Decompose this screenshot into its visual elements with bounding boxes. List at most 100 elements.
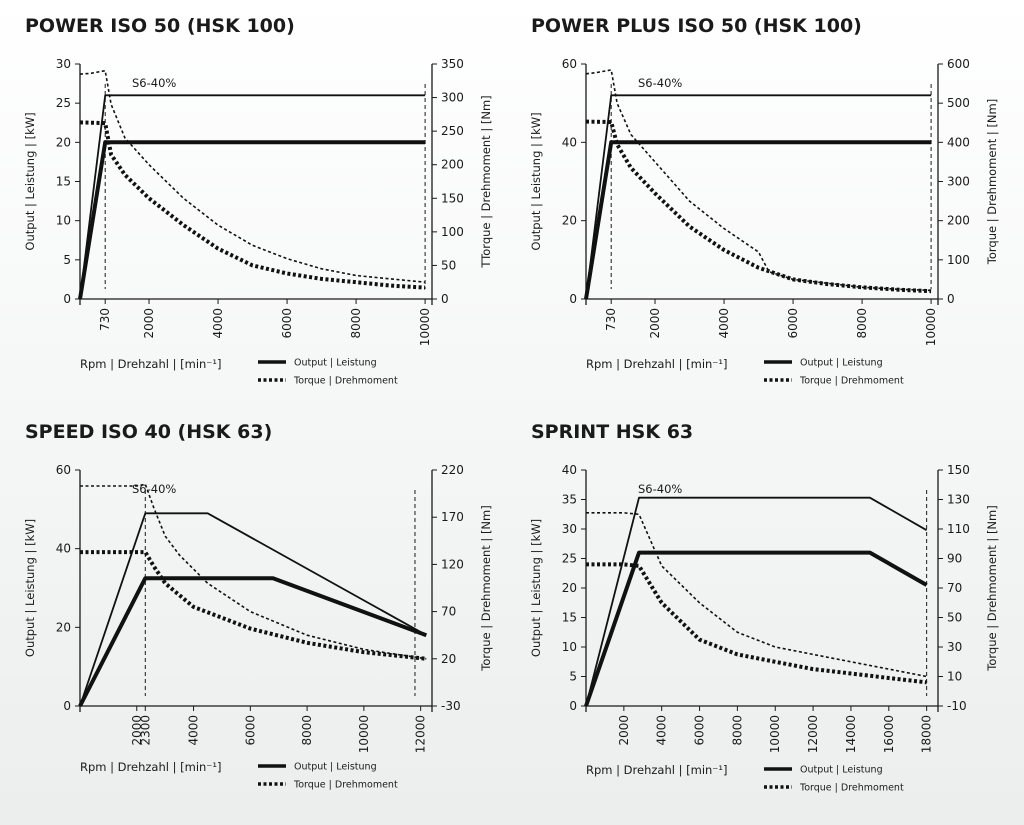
x-axis-title: Rpm | Drehzahl | [min⁻¹] [80,357,221,371]
left-tick-label: 5 [569,670,577,684]
legend-output-label: Output | Leistung [800,358,883,369]
left-tick-label: 40 [56,542,71,556]
right-tick-label: 350 [441,57,464,71]
right-tick-label: 50 [947,611,962,625]
right-tick-label: 30 [947,640,962,654]
series-line-3 [585,69,932,292]
series-line-3 [79,69,426,283]
x-tick-label: 8000 [300,715,314,746]
x-tick-label: 12000 [806,715,820,753]
right-tick-label: 120 [441,557,464,571]
left-tick-label: 20 [56,135,71,149]
series-line-1 [585,94,932,300]
right-tick-label: 300 [947,175,970,189]
left-tick-label: 0 [569,699,577,713]
x-tick-label: 18000 [920,715,934,753]
x-tick-label: 4000 [187,715,201,746]
right-tick-label: 100 [947,253,970,267]
series-line-2 [584,140,932,300]
x-tick-label: 6000 [280,308,294,339]
x-tick-label: 10000 [357,715,371,753]
left-tick-label: 15 [56,175,71,189]
legend-torque-label: Torque | Drehmoment [293,780,398,791]
right-axis-title: Torque | Drehmoment | [Nm] [985,505,999,671]
right-tick-label: 150 [947,463,970,477]
right-tick-label: 600 [947,57,970,71]
x-axis-title: Rpm | Drehzahl | [min⁻¹] [586,357,727,371]
x-tick-label: 6000 [786,308,800,339]
right-tick-label: 150 [441,191,464,205]
left-tick-label: 60 [56,463,71,477]
right-tick-label: 50 [441,258,456,272]
series-line-1 [79,512,427,707]
duty-annotation: S6-40% [132,76,176,90]
x-tick-label: 2000 [648,308,662,339]
legend-torque-label: Torque | Drehmoment [293,376,398,387]
left-tick-label: 25 [56,96,71,110]
x-tick-label: 6000 [693,715,707,746]
x-tick-label: 10000 [924,308,938,346]
series-line-2 [78,576,427,707]
chart-panel-3: SPEED ISO 40 (HSK 63) 0 20 40 60 -30 20 70 120 17… [23,421,493,791]
left-tick-label: 20 [56,620,71,634]
right-tick-label: 110 [947,522,970,536]
left-tick-label: 60 [562,57,577,71]
chart-title: POWER PLUS ISO 50 (HSK 100) [531,15,862,37]
left-tick-label: 0 [569,292,577,306]
x-tick-label: 8000 [349,308,363,339]
right-tick-label: 0 [441,292,449,306]
x-tick-label: 16000 [882,715,896,753]
series-line-2 [78,140,426,300]
series-line-1 [79,94,426,300]
chart-panel-2: POWER PLUS ISO 50 (HSK 100)0204060010020… [529,15,999,387]
x-tick-label: 8000 [730,715,744,746]
right-tick-label: 300 [441,91,464,105]
series-line-4 [80,550,427,661]
left-tick-label: 35 [562,493,577,507]
x-tick-label: 8000 [855,308,869,339]
duty-annotation: S6-40% [132,482,176,496]
x-tick-label: 10000 [768,715,782,753]
left-tick-label: 0 [63,292,71,306]
right-tick-label: 250 [441,124,464,138]
chart-panel-1: POWER ISO 50 (HSK 100)051015202530050100… [23,15,493,387]
left-tick-label: 20 [562,214,577,228]
left-axis-title: Output | Leistung | [kW] [529,112,543,250]
x-tick-label: 730 [604,308,618,331]
right-tick-label: 200 [947,214,970,228]
duty-annotation: S6-40% [638,482,682,496]
left-tick-label: 10 [56,214,71,228]
left-tick-label: 25 [562,552,577,566]
x-tick-label: 2000 [142,308,156,339]
right-axis-title: TTorque | Drehmoment | [Nm] [479,95,493,268]
left-tick-label: 20 [562,581,577,595]
series-line-4 [79,120,426,290]
right-tick-label: -10 [947,699,967,713]
right-tick-label: 200 [441,158,464,172]
chart-panel-4: SPRINT HSK 63 0 5 10 15 20 25 30 35 40 -10 10 30 50 70… [529,421,999,794]
left-tick-label: 40 [562,463,577,477]
left-tick-label: 30 [562,522,577,536]
right-axis-title: Torque | Drehmoment | [Nm] [985,99,999,265]
right-tick-label: 20 [441,652,456,666]
right-tick-label: 170 [441,510,464,524]
right-axis-title: Torque | Drehmoment | [Nm] [479,505,493,671]
x-tick-label: 2000 [130,715,144,746]
right-tick-label: 100 [441,225,464,239]
left-tick-label: 15 [562,611,577,625]
x-axis-title: Rpm | Drehzahl | [min⁻¹] [80,760,221,774]
x-tick-label: 2000 [617,715,631,746]
right-tick-label: 70 [441,605,456,619]
x-tick-label: 4000 [655,715,669,746]
right-tick-label: 10 [947,670,962,684]
series-line-3 [80,483,427,660]
legend-torque-label: Torque | Drehmoment [799,783,904,794]
series-line-4 [586,562,927,685]
legend-output-label: Output | Leistung [800,765,883,776]
legend-output-label: Output | Leistung [294,358,377,369]
x-tick-label: 4000 [717,308,731,339]
chart-title: POWER ISO 50 (HSK 100) [25,15,295,37]
right-tick-label: -30 [441,699,461,713]
chart-title: SPEED ISO 40 (HSK 63) [25,421,272,443]
